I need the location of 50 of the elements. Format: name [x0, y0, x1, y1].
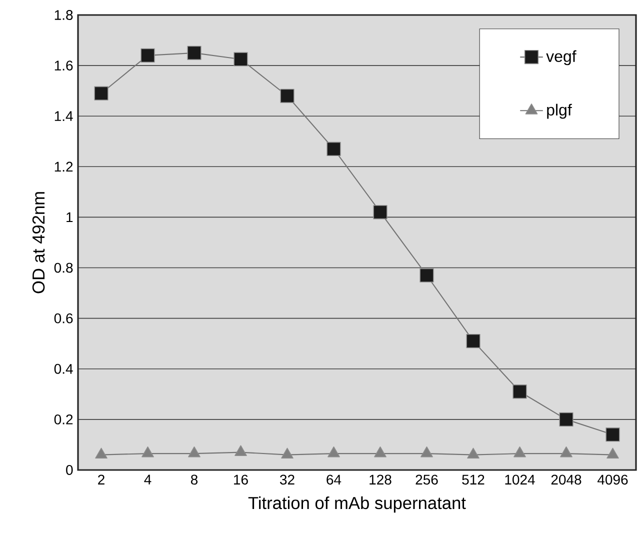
- point: [373, 205, 388, 220]
- point: [374, 446, 386, 458]
- x-tick-label: 16: [234, 474, 248, 485]
- x-tick-label: 2048: [551, 474, 582, 485]
- point: [560, 446, 572, 458]
- y-tick-label: 1: [66, 212, 73, 222]
- x-tick-label: 1024: [505, 474, 535, 485]
- y-tick-label: 0.2: [54, 414, 73, 424]
- x-tick-label: 4096: [597, 474, 628, 485]
- point: [234, 52, 248, 66]
- y-tick-label: 1.6: [54, 60, 73, 71]
- point: [559, 412, 574, 426]
- y-tick-label: 0: [66, 465, 73, 475]
- y-axis-title: OD at 492nm: [32, 192, 45, 294]
- y-tick-label: 0.4: [54, 364, 73, 374]
- y-tick-label: 0.6: [54, 313, 73, 324]
- y-tick-label: 1.2: [54, 162, 73, 172]
- x-tick-label: 64: [326, 474, 342, 485]
- point: [188, 446, 200, 458]
- point: [187, 46, 202, 60]
- x-tick-label: 256: [416, 474, 438, 485]
- point: [606, 448, 619, 459]
- point: [606, 428, 620, 442]
- point: [467, 448, 480, 459]
- point: [512, 384, 527, 399]
- y-tick-label: 0.8: [54, 262, 73, 273]
- x-tick-label: 128: [370, 474, 392, 485]
- x-tick-label: 512: [462, 474, 484, 485]
- legend-label: plgf: [547, 104, 572, 119]
- y-tick-label: 1.8: [54, 10, 73, 20]
- point: [281, 448, 294, 459]
- point: [466, 334, 480, 348]
- x-tick-label: 2: [98, 474, 104, 484]
- point: [420, 446, 433, 458]
- point: [95, 448, 108, 459]
- point: [326, 142, 341, 156]
- point: [142, 446, 154, 458]
- point: [328, 446, 340, 458]
- point: [514, 446, 526, 458]
- x-axis-title: Titration of mAb supernatant: [248, 496, 466, 513]
- point: [420, 268, 434, 282]
- point: [140, 48, 155, 63]
- x-tick-label: 4: [144, 474, 152, 484]
- point: [234, 445, 247, 456]
- point: [94, 86, 108, 100]
- x-tick-label: 32: [280, 474, 294, 485]
- legend-label: vegf: [546, 50, 576, 66]
- x-tick-label: 8: [190, 474, 198, 485]
- point: [280, 88, 294, 103]
- y-tick-label: 1.4: [54, 111, 73, 121]
